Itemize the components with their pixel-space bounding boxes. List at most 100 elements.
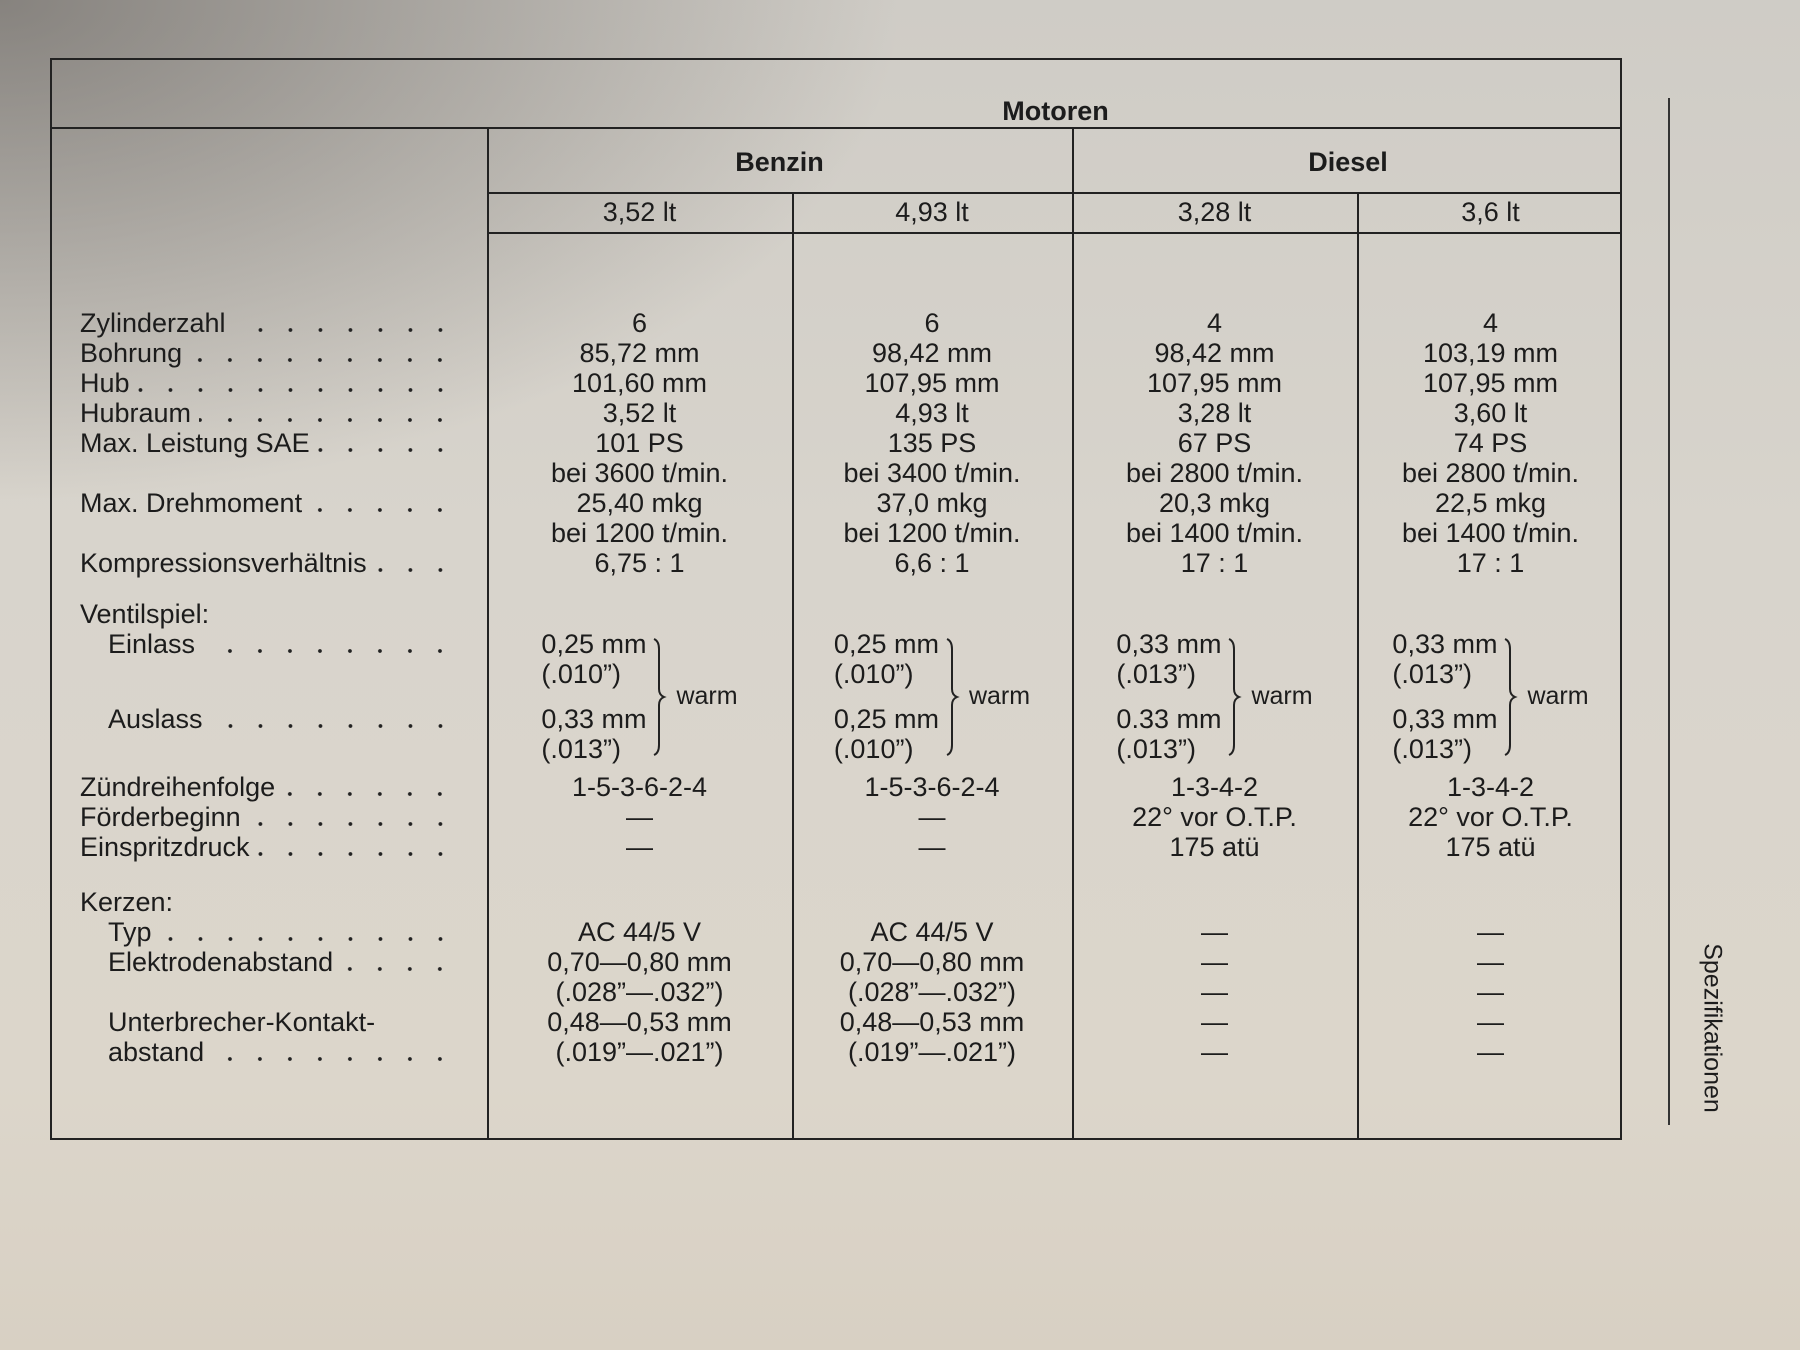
cell-value: 17 : 1 [1456,548,1525,578]
einlass-mm: 0,25 mm [833,629,939,659]
cell-value: — [1477,977,1504,1007]
dot-leader [210,704,455,734]
table-row: Elektrodenabstand 0,70—0,80 mm 0,70—0,80 m… [52,947,1624,977]
dot-leader [137,368,455,398]
table-row: Kompressionsverhältnis 6,75 : 1 6,6 : 1 17 … [52,548,1624,578]
einlass-inch: (.013”) [1392,659,1472,689]
row-label: Hub [52,368,487,398]
row-label: Einspritzdruck [52,832,487,862]
cell-value: 98,42 mm [1154,338,1275,368]
dot-leader [248,802,455,832]
cell-value: 175 atü [1169,832,1260,862]
section-heading-text: Kerzen: [80,887,174,917]
auslass-inch: (.013”) [1116,734,1196,764]
brace-path [1229,637,1243,756]
cell-value: — [626,832,653,862]
einlass-inch: (.010”) [833,659,914,689]
row-label: Max. Drehmoment [52,488,487,518]
auslass-label: Auslass [108,704,487,734]
row-label-text: Elektrodenabstand [108,947,334,977]
dot-leader [341,947,455,977]
dot-leader [310,488,455,518]
valve-cell: 0,25 mm (.010”) 0,25 mm (.010”) warm [792,629,1072,764]
cell-value: 107,95 mm [864,368,1000,398]
dot-leader [283,772,455,802]
spacer [108,659,487,704]
cell-value: 22,5 mkg [1434,488,1547,518]
row-label-text: Hub [80,368,130,398]
cell-value: 101 PS [595,428,684,458]
brace-icon [654,637,668,756]
table-row: Unterbrecher-Kontakt- 0,48—0,53 mm 0,48—0,… [52,1007,1624,1037]
cell-value: 98,42 mm [871,338,993,368]
cell-value: 107,95 mm [1146,368,1283,398]
table-row: Max. Drehmoment 25,40 mkg 37,0 mkg 20,3 mkg… [52,488,1624,518]
table-row: abstand (.019”—.021”) (.019”—.021”) — — [52,1037,1624,1067]
einlass-inch: (.013”) [1116,659,1196,689]
cell-value: 6,75 : 1 [594,548,685,578]
cell-value: 4,93 lt [895,398,969,428]
auslass-inch: (.013”) [541,734,621,764]
valve-cell: 0,25 mm (.010”) 0,33 mm (.013”) warm [487,629,792,764]
divider [487,192,1622,194]
cell-value: 1-5-3-6-2-4 [571,772,708,802]
valve-values: 0,33 mm (.013”) 0,33 mm (.013”) [1392,629,1497,764]
valve-labels: Einlass Auslass [52,629,487,764]
section-heading: Kerzen: [52,887,487,917]
cell-value: bei 1200 t/min. [550,518,729,548]
cell-value: — [1201,1007,1228,1037]
valve-cell: 0,33 mm (.013”) 0.33 mm (.013”) warm [1072,629,1357,764]
engine-header: 4,93 lt [895,197,969,227]
einlass-mm: 0,33 mm [1392,629,1498,659]
cell-value: 0,48—0,53 mm [839,1007,1025,1037]
dot-leader [212,1037,455,1067]
warm-note: warm [1251,682,1313,710]
dot-leader [233,308,455,338]
cell-value: 3,60 lt [1453,398,1528,428]
divider [792,192,794,1140]
cell-value: bei 1400 t/min. [1401,518,1580,548]
row-label: Unterbrecher-Kontakt- [52,1007,487,1037]
engine-header: 3,28 lt [1177,197,1252,227]
cell-value: 25,40 mkg [576,488,703,518]
valve-values: 0,33 mm (.013”) 0.33 mm (.013”) [1116,629,1221,764]
table-row: Hub 101,60 mm 107,95 mm 107,95 mm 107,95 mm [52,368,1624,398]
cell-value: 107,95 mm [1422,368,1559,398]
auslass-inch: (.013”) [1392,734,1472,764]
cell-value: 22° vor O.T.P. [1132,802,1297,832]
row-label-text: Zylinderzahl [80,308,226,338]
cell-value: 0,48—0,53 mm [547,1007,732,1037]
row-label-text: Unterbrecher-Kontakt- [108,1007,376,1037]
cell-value: 103,19 mm [1422,338,1559,368]
cell-value: — [1201,917,1228,947]
row-label-text: Max. Drehmoment [80,488,303,518]
row-label: Zündreihenfolge [52,772,487,802]
cell-value: — [918,832,946,862]
label-text: Einlass [108,629,196,659]
row-label-text: Typ [108,917,152,947]
cell-value: 101,60 mm [571,368,708,398]
divider [1072,127,1074,1140]
row-label-text: Kompressionsverhältnis [80,548,367,578]
einlass-inch: (.010”) [541,659,621,689]
cell-value: 6 [924,308,940,338]
cell-value: 175 atü [1445,832,1536,862]
cell-value: — [626,802,653,832]
row-label: Typ [52,917,487,947]
row-label-text: Max. Leistung SAE [80,428,310,458]
row-label-text: abstand [108,1037,205,1067]
row-label: Kompressionsverhältnis [52,548,487,578]
table-row: Hubraum 3,52 lt 4,93 lt 3,28 lt 3,60 lt [52,398,1624,428]
table-row: Förderbeginn — — 22° vor O.T.P. 22° vor O.T.… [52,802,1624,832]
cell-value: — [1477,1037,1504,1067]
group-header-benzin: Benzin [735,147,824,177]
cell-value: — [1477,917,1504,947]
cell-value: 74 PS [1453,428,1528,458]
brace-path [654,637,668,756]
cell-value: — [918,802,946,832]
cell-value: bei 2800 t/min. [1401,458,1580,488]
auslass-mm: 0,33 mm [1392,704,1498,734]
engine-header: 3,6 lt [1461,197,1520,227]
warm-note: warm [968,682,1031,710]
row-label [52,977,487,1007]
